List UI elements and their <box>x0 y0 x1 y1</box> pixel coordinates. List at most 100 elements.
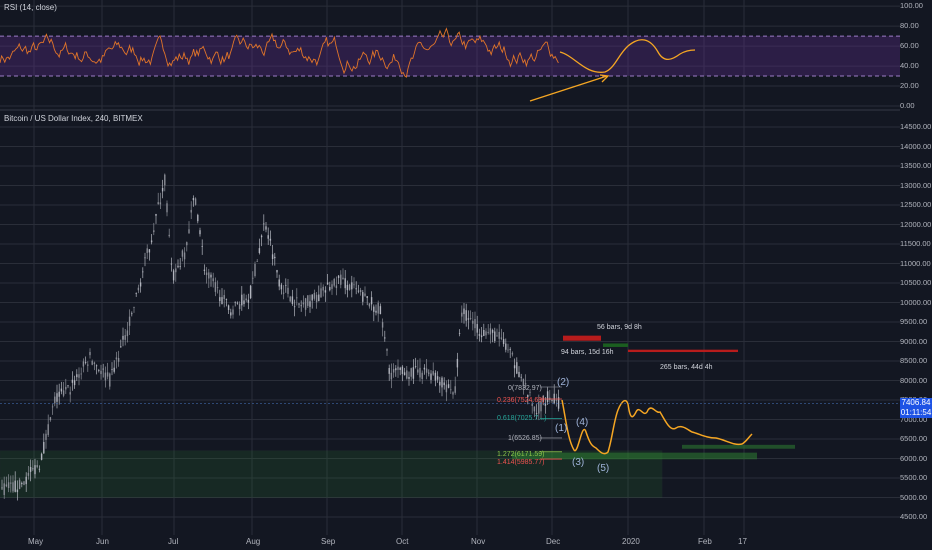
price-candle <box>115 357 118 360</box>
price-candle <box>551 400 553 401</box>
price-tick-label: 12000.00 <box>900 219 932 229</box>
time-tick-label: Dec <box>546 537 561 546</box>
price-candle <box>505 343 507 350</box>
rsi-tick-label: 60.00 <box>900 41 919 51</box>
price-candle <box>452 392 454 395</box>
price-candle <box>14 480 16 492</box>
price-candle <box>511 353 514 355</box>
price-candle <box>516 362 518 374</box>
range-bar-94 <box>603 343 628 347</box>
price-candle <box>95 365 98 367</box>
wave-3-label: (3) <box>572 457 585 468</box>
price-candle <box>188 229 190 234</box>
price-candle <box>111 369 113 371</box>
chart-canvas[interactable] <box>0 0 900 535</box>
price-candle <box>146 248 148 253</box>
price-candle <box>227 305 230 310</box>
price-candle <box>1 487 3 489</box>
price-candle <box>531 403 533 406</box>
price-candle <box>23 481 25 485</box>
price-candle <box>287 287 289 294</box>
price-candle <box>472 320 474 324</box>
time-axis[interactable]: May Jun Jul Aug Sep Oct Nov Dec 2020 Feb 17 <box>0 535 900 550</box>
price-candle <box>375 310 377 313</box>
price-candle <box>417 369 419 373</box>
price-candle <box>232 309 234 315</box>
price-candle <box>309 301 311 307</box>
price-axis[interactable]: 14500.00 14000.00 13500.00 13000.00 12500.00… <box>900 0 932 550</box>
price-tick-label: 8500.00 <box>900 356 928 365</box>
price-candle <box>483 329 485 336</box>
countdown-label: 01:11:54 <box>900 408 932 418</box>
price-candle <box>192 198 195 201</box>
price-candle <box>36 465 38 468</box>
price-candle <box>478 334 481 336</box>
price-candle <box>21 482 23 485</box>
price-candle <box>406 370 408 379</box>
price-candle <box>342 277 344 280</box>
price-candle <box>12 482 14 492</box>
price-candle <box>260 235 263 238</box>
price-candle <box>38 468 41 470</box>
price-candle <box>126 330 129 337</box>
price-candle <box>124 335 126 340</box>
price-candle <box>331 284 333 289</box>
price-candle <box>540 401 542 412</box>
price-candle <box>274 256 276 259</box>
price-candle <box>54 396 56 404</box>
price-candle <box>500 337 503 339</box>
price-candle <box>102 368 104 370</box>
price-candle <box>469 318 472 319</box>
price-candle <box>293 306 296 308</box>
price-candle <box>49 417 52 421</box>
price-tick-label: 6000.00 <box>900 453 928 463</box>
price-candle <box>357 290 360 292</box>
price-candle <box>29 467 32 472</box>
price-candle <box>280 284 283 290</box>
price-candle <box>166 203 168 213</box>
price-candle <box>421 372 423 380</box>
price-tick-label: 10000.00 <box>900 297 932 307</box>
price-candle <box>172 270 175 281</box>
price-candle <box>432 371 434 375</box>
price-candle <box>208 272 210 279</box>
price-candle <box>447 384 450 388</box>
price-tick-label: 13000.00 <box>900 180 932 190</box>
price-candle <box>148 249 151 253</box>
price-candle <box>474 318 476 329</box>
price-candle <box>221 297 223 305</box>
price-candle <box>164 174 166 186</box>
price-candle <box>324 290 327 293</box>
price-candle <box>489 328 492 335</box>
price-candle <box>399 367 401 370</box>
price-candle <box>278 279 280 287</box>
price-candle <box>7 482 10 489</box>
price-candle <box>179 266 181 267</box>
price-candle <box>45 433 47 440</box>
range-bar-265 <box>628 349 738 353</box>
price-candle <box>395 368 397 371</box>
price-candle <box>155 213 157 216</box>
price-candle <box>249 285 252 299</box>
time-tick-label: Oct <box>396 537 409 546</box>
price-candle <box>25 476 27 485</box>
time-tick-label: Sep <box>321 537 336 546</box>
price-candle <box>135 293 137 294</box>
price-candle <box>491 330 494 333</box>
price-candle <box>346 284 349 291</box>
price-candle <box>386 348 388 351</box>
price-candle <box>254 263 256 277</box>
price-candle <box>109 373 111 387</box>
price-candle <box>144 257 146 259</box>
price-candle <box>51 406 54 408</box>
price-tick-label: 14500.00 <box>900 122 932 131</box>
price-candle <box>425 368 428 373</box>
price-candle <box>366 296 368 298</box>
price-candle <box>522 378 525 386</box>
price-tick-label: 9000.00 <box>900 336 928 346</box>
rsi-tick-label: 0.00 <box>900 101 915 110</box>
price-candle <box>241 294 243 306</box>
price-candle <box>230 312 232 316</box>
price-candle <box>379 306 382 315</box>
fib-1272-label: 1.272(6171.59) <box>497 451 545 458</box>
